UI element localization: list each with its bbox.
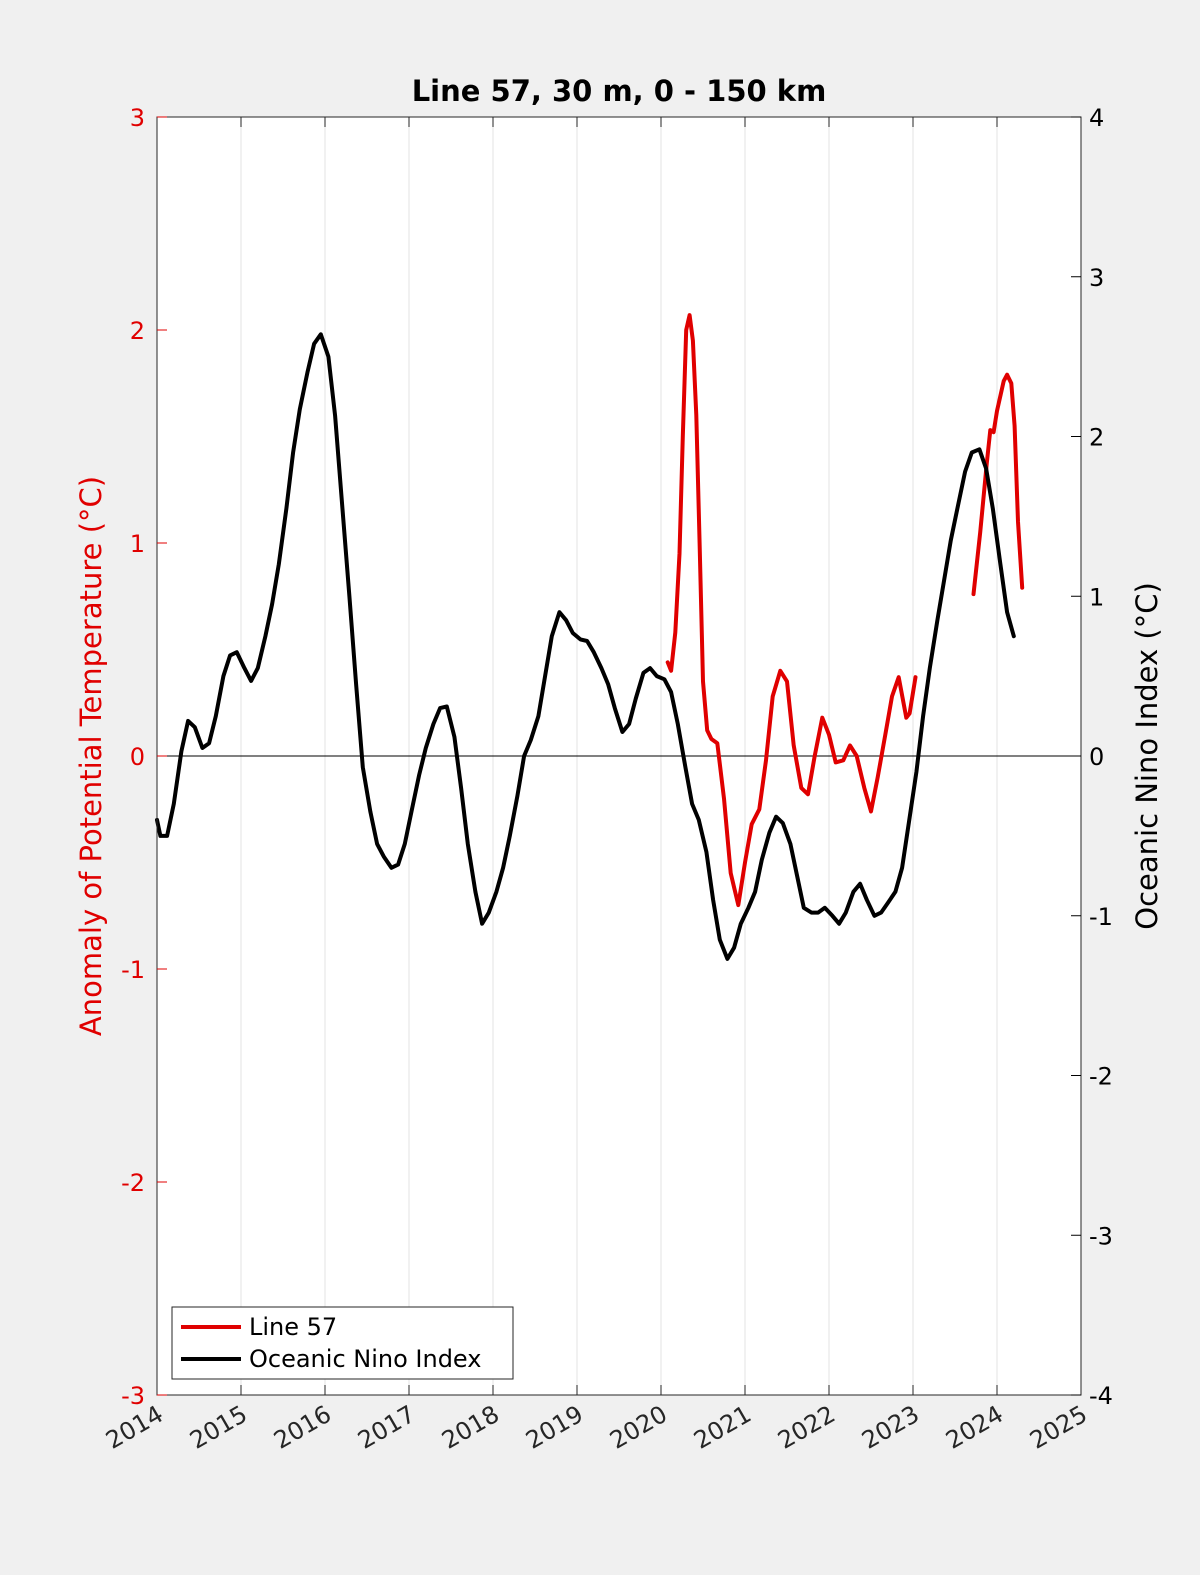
y-left-tick-label-2: 2 <box>130 317 145 345</box>
legend-box <box>171 1306 514 1380</box>
legend-label-line-57: Line 57 <box>249 1313 337 1341</box>
y-left-tick-label-3: 3 <box>130 104 145 132</box>
series-line-57-segment-1 <box>665 313 918 908</box>
x-tick-label-2024: 2024 <box>941 1400 1008 1455</box>
y-axis-right-label: Oceanic Nino Index (°C) <box>1130 582 1164 930</box>
y-right-tick-label-2: 2 <box>1089 424 1104 452</box>
y-right-tick-label--1: -1 <box>1089 903 1113 931</box>
x-tick-label-2020: 2020 <box>605 1400 672 1455</box>
y-right-tick-label--2: -2 <box>1089 1063 1113 1091</box>
series-oceanic-nino-index <box>155 332 1016 961</box>
y-left-tick-label-0: 0 <box>130 743 145 771</box>
y-right-tick-label-3: 3 <box>1089 264 1104 292</box>
y-left-tick-label-1: 1 <box>130 530 145 558</box>
y-left-tick-label--2: -2 <box>121 1169 145 1197</box>
x-tick-label-2015: 2015 <box>185 1400 252 1455</box>
y-left-tick-label--1: -1 <box>121 956 145 984</box>
series-layer <box>155 313 1025 961</box>
x-tick-label-2019: 2019 <box>521 1400 588 1455</box>
y-axis-left-label: Anomaly of Potential Temperature (°C) <box>74 476 108 1036</box>
x-tick-label-2016: 2016 <box>269 1400 336 1455</box>
y-right-tick-label-1: 1 <box>1089 583 1104 611</box>
x-tick-label-2022: 2022 <box>773 1400 840 1455</box>
legend: Line 57 Oceanic Nino Index <box>171 1306 514 1380</box>
x-tick-label-2021: 2021 <box>689 1400 756 1455</box>
x-tick-label-2025: 2025 <box>1025 1400 1092 1455</box>
legend-label-oni: Oceanic Nino Index <box>249 1345 481 1373</box>
y-right-tick-label--4: -4 <box>1089 1382 1113 1410</box>
y-right-tick-label-0: 0 <box>1089 743 1104 771</box>
x-tick-label-2018: 2018 <box>437 1400 504 1455</box>
x-tick-label-2017: 2017 <box>353 1400 420 1455</box>
y-left-tick-label--3: -3 <box>121 1382 145 1410</box>
y-right-tick-label-4: 4 <box>1089 104 1104 132</box>
y-right-tick-label--3: -3 <box>1089 1222 1113 1250</box>
x-tick-label-2023: 2023 <box>857 1400 924 1455</box>
chart-title: Line 57, 30 m, 0 - 150 km <box>412 74 827 108</box>
